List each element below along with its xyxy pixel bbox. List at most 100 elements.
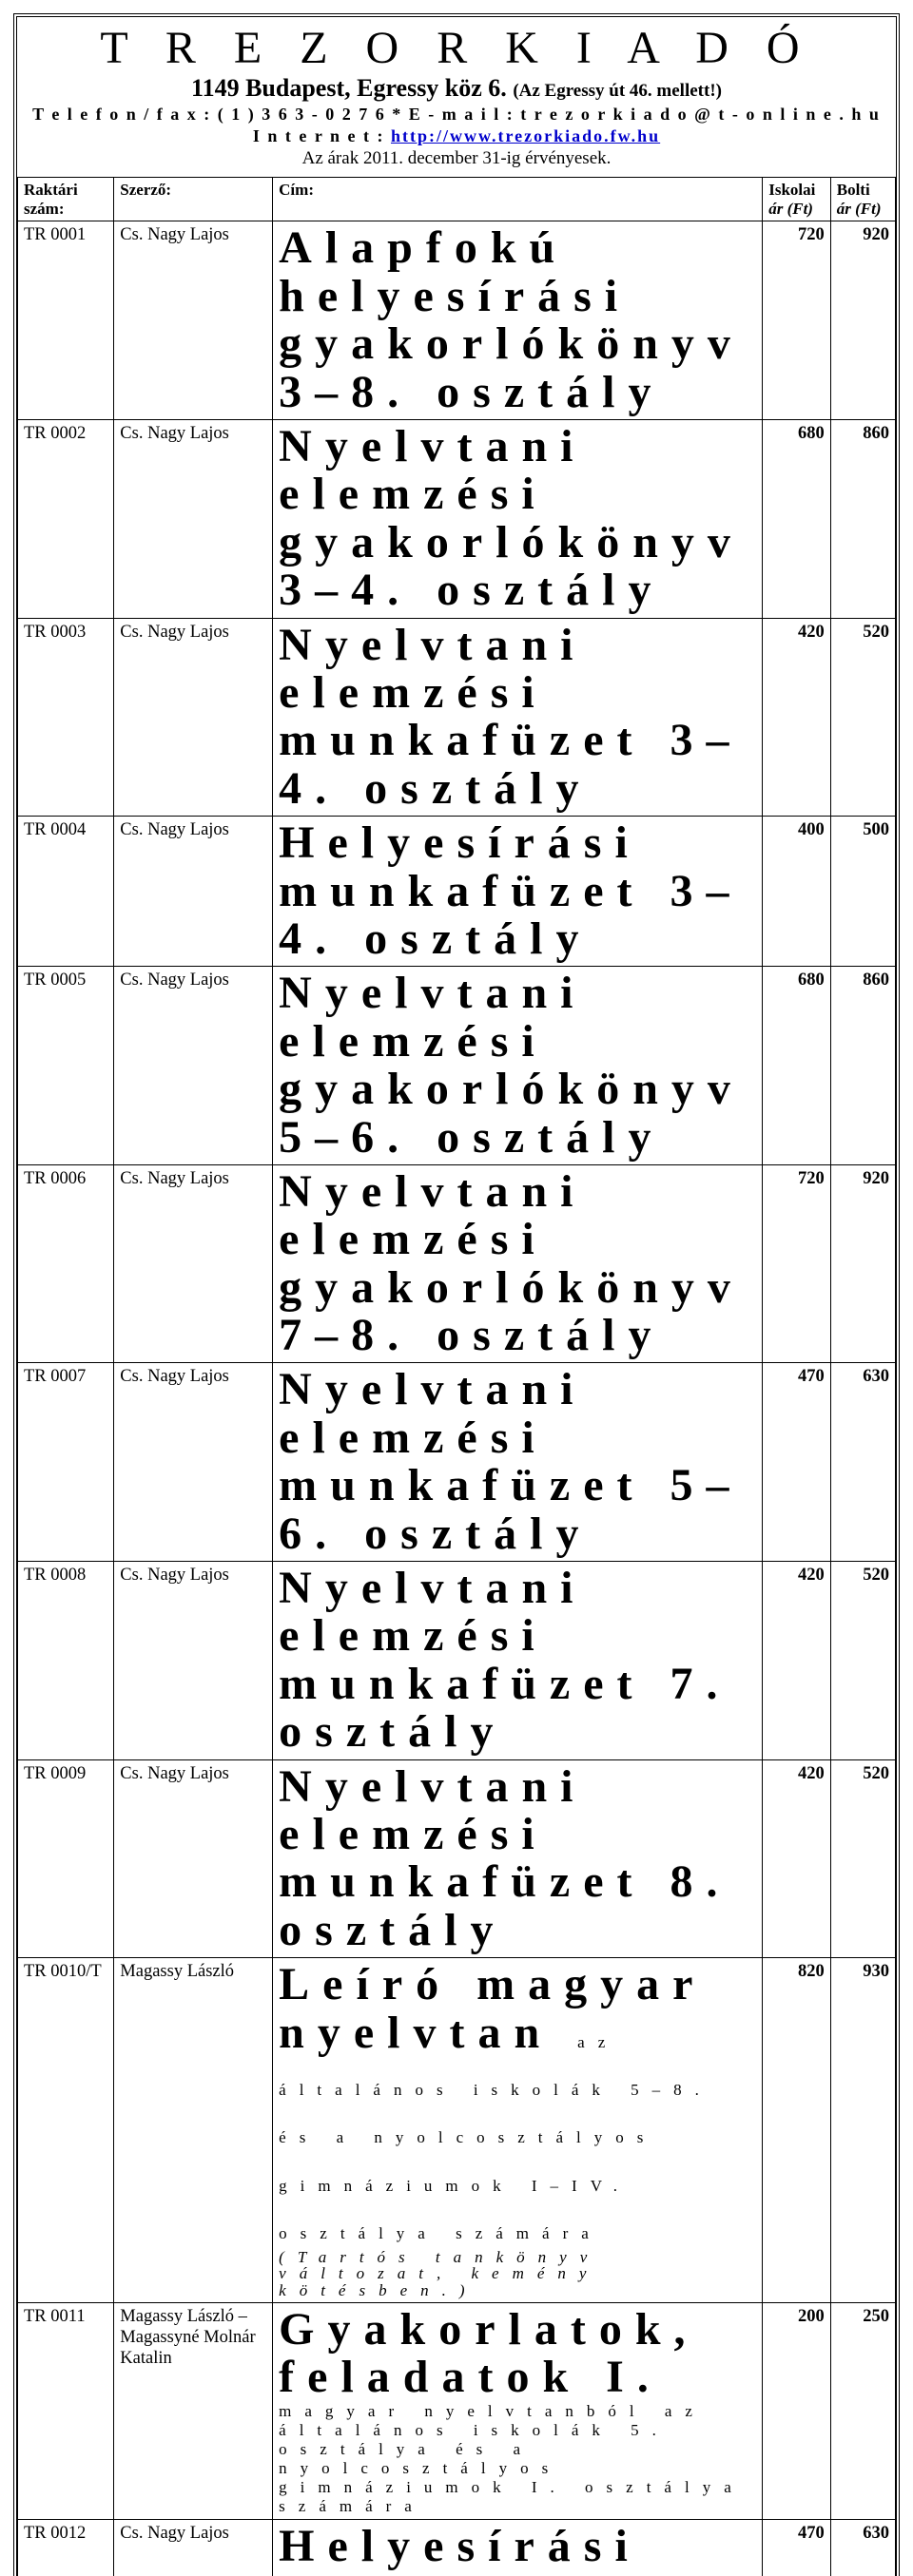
cell-author: Cs. Nagy Lajos — [114, 967, 273, 1165]
cell-code: TR 0005 — [18, 967, 114, 1165]
title-main: Nyelvtani elemzési gyakorlókönyv 3–4. os… — [279, 421, 744, 615]
cell-author: Cs. Nagy Lajos — [114, 2520, 273, 2576]
cell-code: TR 0001 — [18, 221, 114, 420]
cell-title: Alapfokú helyesírási gyakorlókönyv 3–8. … — [273, 221, 763, 420]
cell-price-school: 470 — [763, 2520, 831, 2576]
title-main: Helyesírási munkafüzet 3–4. osztály — [279, 817, 742, 964]
pricelist-body: TR 0001Cs. Nagy LajosAlapfokú helyesírás… — [18, 221, 896, 2576]
col-price-school-a: Iskolai — [768, 181, 815, 199]
cell-title: Nyelvtani elemzési munkafüzet 8. osztály — [273, 1759, 763, 1958]
table-row: TR 0008Cs. Nagy LajosNyelvtani elemzési … — [18, 1562, 896, 1760]
address-note: (Az Egressy út 46. mellett!) — [513, 81, 722, 101]
cell-price-school: 720 — [763, 221, 831, 420]
internet-line: I n t e r n e t : http://www.trezorkiado… — [32, 126, 881, 146]
cell-price-school: 680 — [763, 420, 831, 619]
cell-price-retail: 920 — [830, 221, 895, 420]
pricelist-table: Raktári szám: Szerző: Cím: Iskolai ár (F… — [17, 177, 896, 2576]
publisher-title: T R E Z O R K I A D Ó — [32, 25, 881, 72]
cell-author: Magassy László — [114, 1958, 273, 2303]
cell-author: Cs. Nagy Lajos — [114, 221, 273, 420]
title-main: Nyelvtani elemzési gyakorlókönyv 5–6. os… — [279, 968, 744, 1162]
col-price-retail-b: ár (Ft) — [837, 200, 882, 218]
cell-price-retail: 860 — [830, 420, 895, 619]
title-main: Helyesírási munkafüzet 5–6. osztály — [279, 2521, 742, 2576]
title-main: Alapfokú helyesírási gyakorlókönyv 3–8. … — [279, 222, 744, 416]
contact-line: T e l e f o n / f a x : ( 1 ) 3 6 3 - 0 … — [32, 105, 881, 125]
cell-price-retail: 860 — [830, 967, 895, 1165]
title-main: Leíró magyar nyelvtan — [279, 1959, 705, 2057]
cell-price-school: 400 — [763, 817, 831, 967]
cell-code: TR 0012 — [18, 2520, 114, 2576]
table-row: TR 0001Cs. Nagy LajosAlapfokú helyesírás… — [18, 221, 896, 420]
table-row: TR 0004Cs. Nagy LajosHelyesírási munkafü… — [18, 817, 896, 967]
cell-title: Nyelvtani elemzési munkafüzet 5–6. osztá… — [273, 1363, 763, 1562]
cell-author: Cs. Nagy Lajos — [114, 1759, 273, 1958]
cell-price-school: 720 — [763, 1164, 831, 1363]
title-main: Nyelvtani elemzési munkafüzet 7. osztály — [279, 1563, 730, 1757]
table-row: TR 0006Cs. Nagy LajosNyelvtani elemzési … — [18, 1164, 896, 1363]
cell-author: Cs. Nagy Lajos — [114, 1363, 273, 1562]
cell-price-school: 470 — [763, 1363, 831, 1562]
table-row: TR 0010/TMagassy LászlóLeíró magyar nyel… — [18, 1958, 896, 2303]
cell-author: Cs. Nagy Lajos — [114, 618, 273, 817]
cell-title: Nyelvtani elemzési gyakorlókönyv 7–8. os… — [273, 1164, 763, 1363]
cell-price-retail: 250 — [830, 2303, 895, 2520]
cell-code: TR 0008 — [18, 1562, 114, 1760]
cell-price-retail: 930 — [830, 1958, 895, 2303]
cell-price-retail: 500 — [830, 817, 895, 967]
table-head-row: Raktári szám: Szerző: Cím: Iskolai ár (F… — [18, 178, 896, 221]
address-main: 1149 Budapest, Egressy köz 6. — [191, 74, 507, 102]
cell-price-retail: 520 — [830, 1759, 895, 1958]
title-main: Nyelvtani elemzési gyakorlókönyv 7–8. os… — [279, 1166, 744, 1360]
cell-title: Nyelvtani elemzési munkafüzet 7. osztály — [273, 1562, 763, 1760]
cell-price-retail: 520 — [830, 1562, 895, 1760]
cell-price-school: 420 — [763, 1759, 831, 1958]
internet-link[interactable]: http://www.trezorkiado.fw.hu — [391, 126, 660, 145]
address-line: 1149 Budapest, Egressy köz 6. (Az Egress… — [32, 74, 881, 103]
cell-title: Nyelvtani elemzési gyakorlókönyv 5–6. os… — [273, 967, 763, 1165]
cell-code: TR 0011 — [18, 2303, 114, 2520]
col-code: Raktári szám: — [18, 178, 114, 221]
cell-code: TR 0006 — [18, 1164, 114, 1363]
table-row: TR 0012Cs. Nagy LajosHelyesírási munkafü… — [18, 2520, 896, 2576]
cell-author: Cs. Nagy Lajos — [114, 420, 273, 619]
cell-title: Nyelvtani elemzési munkafüzet 3–4. osztá… — [273, 618, 763, 817]
validity-line: Az árak 2011. december 31-ig érvényesek. — [32, 148, 881, 169]
cell-title: Helyesírási munkafüzet 3–4. osztály — [273, 817, 763, 967]
cell-price-retail: 630 — [830, 1363, 895, 1562]
col-price-retail-a: Bolti — [837, 181, 870, 199]
cell-author: Cs. Nagy Lajos — [114, 1562, 273, 1760]
table-row: TR 0002Cs. Nagy LajosNyelvtani elemzési … — [18, 420, 896, 619]
cell-price-school: 680 — [763, 967, 831, 1165]
title-sub: az általános iskolák 5–8. és a nyolcoszt… — [279, 2033, 712, 2243]
table-row: TR 0009Cs. Nagy LajosNyelvtani elemzési … — [18, 1759, 896, 1958]
table-row: TR 0005Cs. Nagy LajosNyelvtani elemzési … — [18, 967, 896, 1165]
title-main: Nyelvtani elemzési munkafüzet 5–6. osztá… — [279, 1364, 742, 1558]
cell-author: Magassy László – Magassyné Molnár Katali… — [114, 2303, 273, 2520]
cell-code: TR 0002 — [18, 420, 114, 619]
cell-code: TR 0010/T — [18, 1958, 114, 2303]
table-row: TR 0007Cs. Nagy LajosNyelvtani elemzési … — [18, 1363, 896, 1562]
title-main: Gyakorlatok, feladatok I. — [279, 2304, 698, 2402]
title-main: Nyelvtani elemzési munkafüzet 3–4. osztá… — [279, 620, 742, 814]
col-price-retail: Bolti ár (Ft) — [830, 178, 895, 221]
title-main: Nyelvtani elemzési munkafüzet 8. osztály — [279, 1761, 730, 1955]
cell-price-school: 420 — [763, 1562, 831, 1760]
cell-price-retail: 630 — [830, 2520, 895, 2576]
cell-code: TR 0004 — [18, 817, 114, 967]
cell-price-school: 420 — [763, 618, 831, 817]
cell-title: Nyelvtani elemzési gyakorlókönyv 3–4. os… — [273, 420, 763, 619]
col-price-school: Iskolai ár (Ft) — [763, 178, 831, 221]
title-italic: (Tartós tankönyv változat, kemény kötésb… — [279, 2249, 756, 2300]
cell-code: TR 0003 — [18, 618, 114, 817]
cell-price-school: 200 — [763, 2303, 831, 2520]
col-title: Cím: — [273, 178, 763, 221]
internet-label: I n t e r n e t : — [253, 126, 391, 145]
title-sub: magyar nyelvtanból az általános iskolák … — [279, 2402, 756, 2516]
col-author: Szerző: — [114, 178, 273, 221]
catalog-frame: T R E Z O R K I A D Ó 1149 Budapest, Egr… — [13, 13, 900, 2576]
cell-title: Gyakorlatok, feladatok I. magyar nyelvta… — [273, 2303, 763, 2520]
cell-code: TR 0009 — [18, 1759, 114, 1958]
cell-code: TR 0007 — [18, 1363, 114, 1562]
table-row: TR 0011Magassy László – Magassyné Molnár… — [18, 2303, 896, 2520]
